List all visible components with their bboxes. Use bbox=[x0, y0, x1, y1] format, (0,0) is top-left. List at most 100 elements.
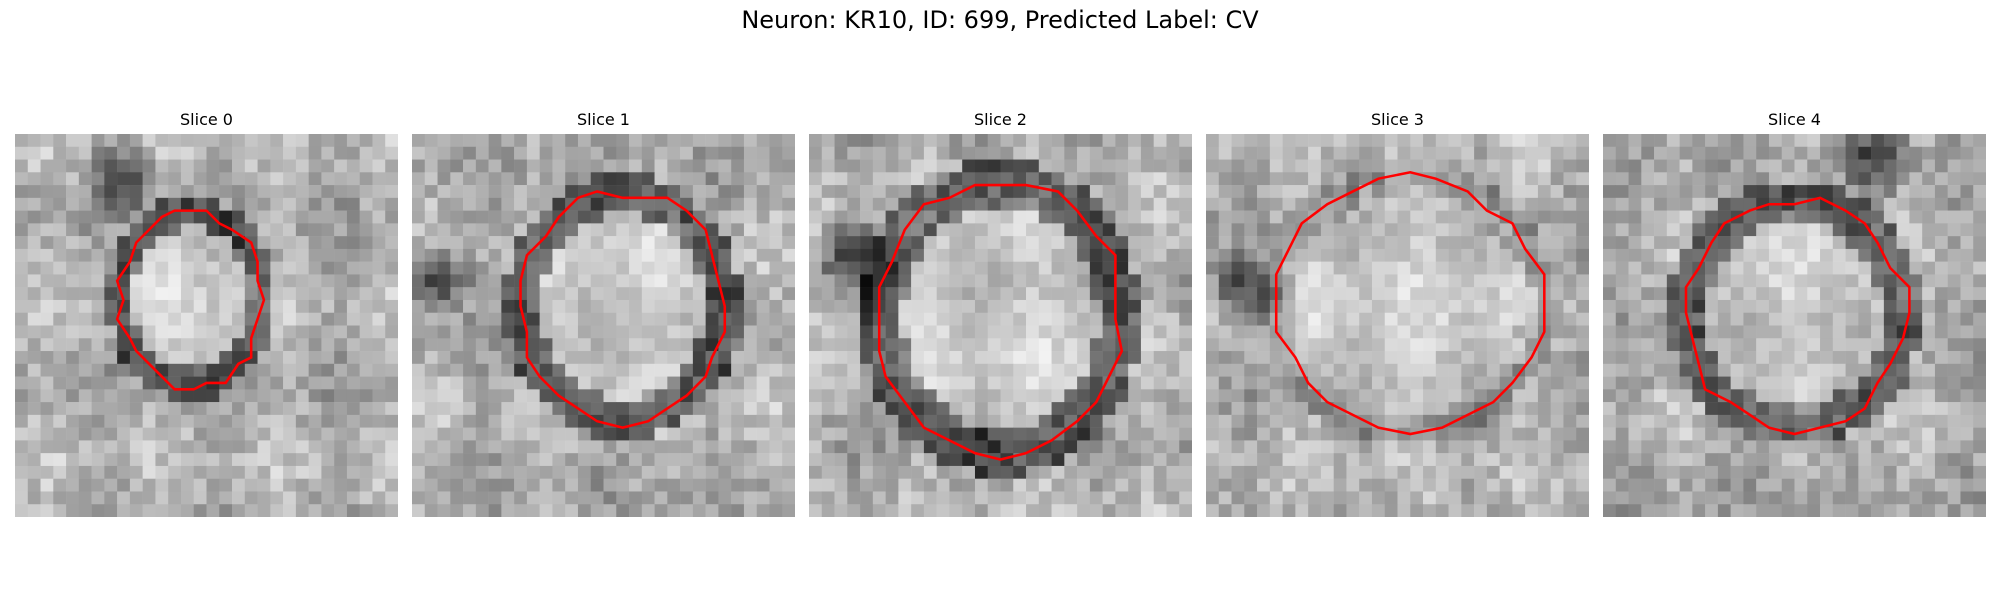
slice-pixel bbox=[1064, 427, 1078, 441]
slice-pixel bbox=[1603, 236, 1617, 250]
slice-pixel bbox=[501, 351, 515, 365]
slice-pixel bbox=[372, 440, 386, 454]
slice-pixel bbox=[1410, 465, 1424, 479]
slice-pixel bbox=[1308, 261, 1322, 275]
slice-pixel bbox=[308, 414, 322, 428]
slice-pixel bbox=[53, 338, 67, 352]
slice-pixel bbox=[1550, 414, 1564, 428]
slice-pixel bbox=[270, 223, 284, 237]
slice-pixel bbox=[667, 427, 681, 441]
slice-pixel bbox=[1781, 274, 1795, 288]
slice-pixel bbox=[1730, 159, 1744, 173]
slice-pixel bbox=[424, 274, 438, 288]
slice-pixel bbox=[91, 134, 105, 148]
slice-pixel bbox=[91, 478, 105, 492]
slice-pixel bbox=[1384, 402, 1398, 416]
slice-pixel bbox=[705, 325, 719, 339]
slice-pixel bbox=[346, 146, 360, 160]
slice-pixel bbox=[1166, 146, 1180, 160]
slice-pixel bbox=[1026, 376, 1040, 390]
slice-pixel bbox=[1295, 440, 1309, 454]
slice-pixel bbox=[1934, 197, 1948, 211]
slice-pixel bbox=[1883, 223, 1897, 237]
slice-pixel bbox=[66, 478, 80, 492]
slice-pixel bbox=[1654, 478, 1668, 492]
slice-pixel bbox=[1371, 491, 1385, 505]
slice-pixel bbox=[1128, 389, 1142, 403]
slice-pixel bbox=[692, 504, 706, 517]
slice-pixel bbox=[834, 312, 848, 326]
slice-pixel bbox=[1257, 236, 1271, 250]
slice-pixel bbox=[1525, 504, 1539, 517]
slice-pixel bbox=[1550, 427, 1564, 441]
slice-pixel bbox=[1206, 172, 1220, 186]
slice-pixel bbox=[1692, 504, 1706, 517]
slice-pixel bbox=[705, 389, 719, 403]
slice-pixel bbox=[1448, 389, 1462, 403]
slice-pixel bbox=[1115, 236, 1129, 250]
slice-pixel bbox=[1308, 325, 1322, 339]
slice-pixel bbox=[155, 389, 169, 403]
slice-pixel bbox=[1628, 312, 1642, 326]
slice-pixel bbox=[66, 312, 80, 326]
slice-pixel bbox=[270, 376, 284, 390]
slice-pixel bbox=[1064, 325, 1078, 339]
slice-pixel bbox=[949, 504, 963, 517]
slice-pixel bbox=[1320, 159, 1334, 173]
slice-pixel bbox=[1384, 389, 1398, 403]
slice-pixel bbox=[616, 236, 630, 250]
slice-pixel bbox=[1807, 223, 1821, 237]
slice-pixel bbox=[1000, 248, 1014, 262]
slice-pixel bbox=[1179, 504, 1192, 517]
slice-pixel bbox=[142, 440, 156, 454]
slice-pixel bbox=[66, 414, 80, 428]
slice-pixel bbox=[1077, 389, 1091, 403]
slice-pixel bbox=[526, 402, 540, 416]
slice-pixel bbox=[412, 185, 426, 199]
slice-pixel bbox=[1077, 491, 1091, 505]
slice-pixel bbox=[756, 312, 770, 326]
slice-pixel bbox=[334, 172, 348, 186]
slice-pixel bbox=[1603, 134, 1617, 148]
slice-pixel bbox=[743, 274, 757, 288]
slice-pixel bbox=[1499, 248, 1513, 262]
slice-pixel bbox=[1628, 134, 1642, 148]
slice-pixel bbox=[718, 223, 732, 237]
slice-pixel bbox=[1474, 236, 1488, 250]
slice-pixel bbox=[1153, 185, 1167, 199]
slice-pixel bbox=[641, 325, 655, 339]
slice-pixel bbox=[1000, 159, 1014, 173]
slice-pixel bbox=[40, 261, 54, 275]
slice-pixel bbox=[565, 210, 579, 224]
slice-pixel bbox=[1282, 363, 1296, 377]
slice-pixel bbox=[1934, 338, 1948, 352]
slice-pixel bbox=[27, 312, 41, 326]
slice-pixel bbox=[1692, 299, 1706, 313]
slice-pixel bbox=[974, 210, 988, 224]
slice-pixel bbox=[847, 134, 861, 148]
slice-pixel bbox=[552, 134, 566, 148]
slice-pixel bbox=[1026, 453, 1040, 467]
slice-pixel bbox=[1397, 248, 1411, 262]
slice-pixel bbox=[1922, 453, 1936, 467]
slice-pixel bbox=[91, 261, 105, 275]
slice-pixel bbox=[1461, 274, 1475, 288]
slice-pixel bbox=[78, 197, 92, 211]
slice-pixel bbox=[1282, 197, 1296, 211]
slice-pixel bbox=[168, 172, 182, 186]
slice-pixel bbox=[1089, 312, 1103, 326]
slice-pixel bbox=[437, 185, 451, 199]
slice-pixel bbox=[1486, 478, 1500, 492]
slice-pixel bbox=[232, 248, 246, 262]
slice-pixel bbox=[782, 274, 795, 288]
slice-pixel bbox=[1781, 453, 1795, 467]
slice-pixel bbox=[1537, 389, 1551, 403]
slice-pixel bbox=[616, 491, 630, 505]
slice-pixel bbox=[1845, 172, 1859, 186]
slice-pixel bbox=[295, 427, 309, 441]
slice-pixel bbox=[168, 453, 182, 467]
slice-pixel bbox=[359, 338, 373, 352]
slice-pixel bbox=[565, 172, 579, 186]
slice-pixel bbox=[372, 363, 386, 377]
slice-pixel bbox=[1576, 414, 1589, 428]
